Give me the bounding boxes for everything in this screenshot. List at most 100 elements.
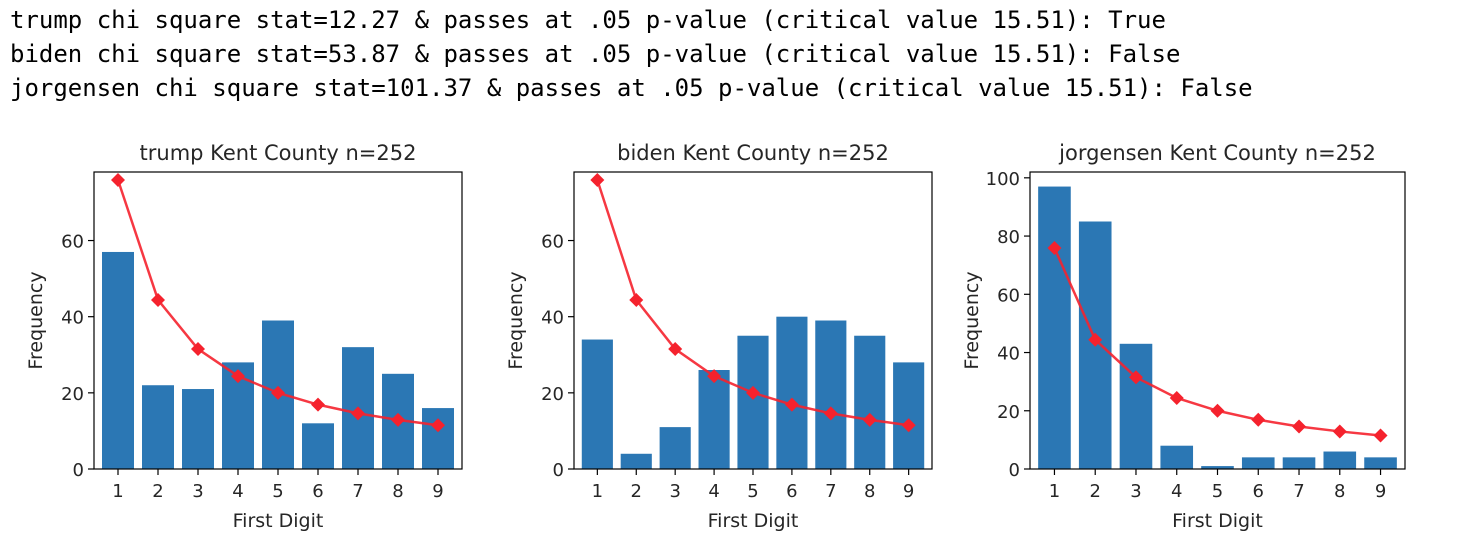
expected-marker-4 bbox=[1169, 390, 1184, 405]
expected-marker-2 bbox=[629, 292, 644, 307]
x-tick-label: 8 bbox=[864, 481, 875, 502]
x-axis-label: First Digit bbox=[708, 510, 799, 532]
x-tick-label: 7 bbox=[1293, 481, 1304, 502]
x-tick-label: 2 bbox=[1089, 481, 1100, 502]
bar-7 bbox=[815, 320, 847, 469]
chart-title: trump Kent County n=252 bbox=[140, 141, 417, 165]
x-tick-label: 5 bbox=[747, 481, 758, 502]
x-tick-label: 8 bbox=[1334, 481, 1345, 502]
x-axis-label: First Digit bbox=[1172, 510, 1263, 532]
expected-marker-3 bbox=[668, 342, 683, 357]
bar-8 bbox=[854, 335, 886, 469]
expected-marker-8 bbox=[1332, 424, 1347, 439]
chart-jorgensen: jorgensen Kent County n=252 0 20 40 60 80 100 1… bbox=[961, 141, 1406, 532]
bar-6 bbox=[302, 423, 334, 469]
x-tick-label: 6 bbox=[786, 481, 797, 502]
y-tick-label: 60 bbox=[61, 232, 84, 253]
x-tick-label: 5 bbox=[1212, 481, 1223, 502]
expected-marker-7 bbox=[351, 406, 365, 421]
bar-1 bbox=[102, 251, 134, 469]
x-tick-label: 6 bbox=[1253, 481, 1264, 502]
y-tick-label: 20 bbox=[61, 384, 84, 405]
expected-marker-7 bbox=[1292, 419, 1307, 434]
x-tick-label: 7 bbox=[825, 481, 836, 502]
chart-title: biden Kent County n=252 bbox=[617, 141, 889, 165]
y-tick-label: 20 bbox=[997, 402, 1020, 423]
expected-marker-6 bbox=[311, 397, 325, 412]
bar-1 bbox=[1038, 186, 1071, 469]
x-axis-label: First Digit bbox=[233, 510, 324, 532]
y-tick-label: 100 bbox=[986, 169, 1020, 190]
y-tick-label: 60 bbox=[541, 232, 564, 253]
x-tick-label: 2 bbox=[631, 481, 642, 502]
expected-marker-6 bbox=[1251, 412, 1266, 427]
y-tick-label: 0 bbox=[1009, 460, 1020, 481]
y-tick-label: 60 bbox=[997, 285, 1020, 306]
bar-9 bbox=[422, 408, 454, 469]
x-tick-label: 4 bbox=[708, 481, 719, 502]
x-tick-label: 2 bbox=[152, 481, 163, 502]
y-tick-label: 20 bbox=[541, 384, 564, 405]
expected-marker-5 bbox=[1210, 403, 1225, 418]
bar-3 bbox=[1119, 343, 1153, 469]
x-tick-label: 3 bbox=[192, 481, 203, 502]
y-tick-label: 0 bbox=[553, 460, 564, 481]
x-tick-label: 9 bbox=[432, 481, 443, 502]
expected-marker-9 bbox=[901, 418, 916, 433]
bar-1 bbox=[581, 339, 613, 469]
bar-3 bbox=[182, 389, 214, 469]
x-tick-label: 1 bbox=[112, 481, 123, 502]
x-tick-label: 1 bbox=[592, 481, 603, 502]
bar-8 bbox=[1323, 451, 1357, 469]
bar-7 bbox=[1282, 457, 1316, 469]
y-tick-label: 40 bbox=[61, 308, 84, 329]
y-axis-label: Frequency bbox=[961, 271, 983, 369]
expected-marker-9 bbox=[431, 418, 445, 433]
expected-marker-3 bbox=[1128, 370, 1143, 385]
bar-6 bbox=[776, 316, 808, 469]
x-tick-label: 1 bbox=[1049, 481, 1060, 502]
expected-marker-8 bbox=[391, 412, 405, 427]
expected-marker-8 bbox=[862, 412, 877, 427]
expected-marker-5 bbox=[271, 385, 285, 400]
y-tick-label: 0 bbox=[73, 460, 84, 481]
y-axis-label: Frequency bbox=[505, 271, 527, 369]
y-tick-label: 40 bbox=[541, 308, 564, 329]
x-tick-label: 5 bbox=[272, 481, 283, 502]
bar-2 bbox=[142, 385, 174, 469]
x-tick-label: 9 bbox=[903, 481, 914, 502]
expected-marker-5 bbox=[746, 385, 760, 400]
chart-trump: trump Kent County n=252 0 20 40 60 1 2 3 4 5 6 7 8 9 F… bbox=[25, 141, 463, 532]
expected-marker-7 bbox=[823, 406, 838, 421]
chart-biden: biden Kent County n=252 0 20 40 60 1 2 3 4 5 6 7 8 9 F… bbox=[505, 141, 933, 532]
x-tick-label: 3 bbox=[1130, 481, 1141, 502]
expected-marker-2 bbox=[1088, 332, 1103, 347]
expected-marker-1 bbox=[590, 172, 605, 187]
expected-marker-2 bbox=[151, 292, 165, 307]
expected-marker-9 bbox=[1373, 428, 1388, 443]
expected-marker-1 bbox=[111, 172, 125, 187]
bar-3 bbox=[659, 427, 691, 469]
bar-5 bbox=[1201, 466, 1234, 469]
y-axis-label: Frequency bbox=[25, 271, 47, 369]
output-line-trump: trump chi square stat=12.27 & passes at … bbox=[10, 6, 1166, 34]
x-tick-label: 9 bbox=[1375, 481, 1386, 502]
x-tick-label: 3 bbox=[669, 481, 680, 502]
y-tick-label: 40 bbox=[997, 344, 1020, 365]
expected-marker-4 bbox=[231, 369, 245, 384]
x-tick-label: 8 bbox=[392, 481, 403, 502]
expected-marker-4 bbox=[707, 369, 722, 384]
x-tick-label: 4 bbox=[1171, 481, 1182, 502]
x-tick-label: 7 bbox=[352, 481, 363, 502]
y-tick-label: 80 bbox=[997, 227, 1020, 248]
bar-9 bbox=[893, 362, 925, 469]
bar-9 bbox=[1364, 457, 1397, 469]
expected-marker-3 bbox=[191, 342, 205, 357]
expected-marker-1 bbox=[1047, 240, 1062, 255]
bar-4 bbox=[1160, 445, 1194, 469]
x-tick-label: 4 bbox=[232, 481, 243, 502]
x-tick-label: 6 bbox=[312, 481, 323, 502]
expected-marker-6 bbox=[784, 397, 799, 412]
chart-title: jorgensen Kent County n=252 bbox=[1058, 141, 1376, 165]
bar-2 bbox=[620, 453, 652, 469]
